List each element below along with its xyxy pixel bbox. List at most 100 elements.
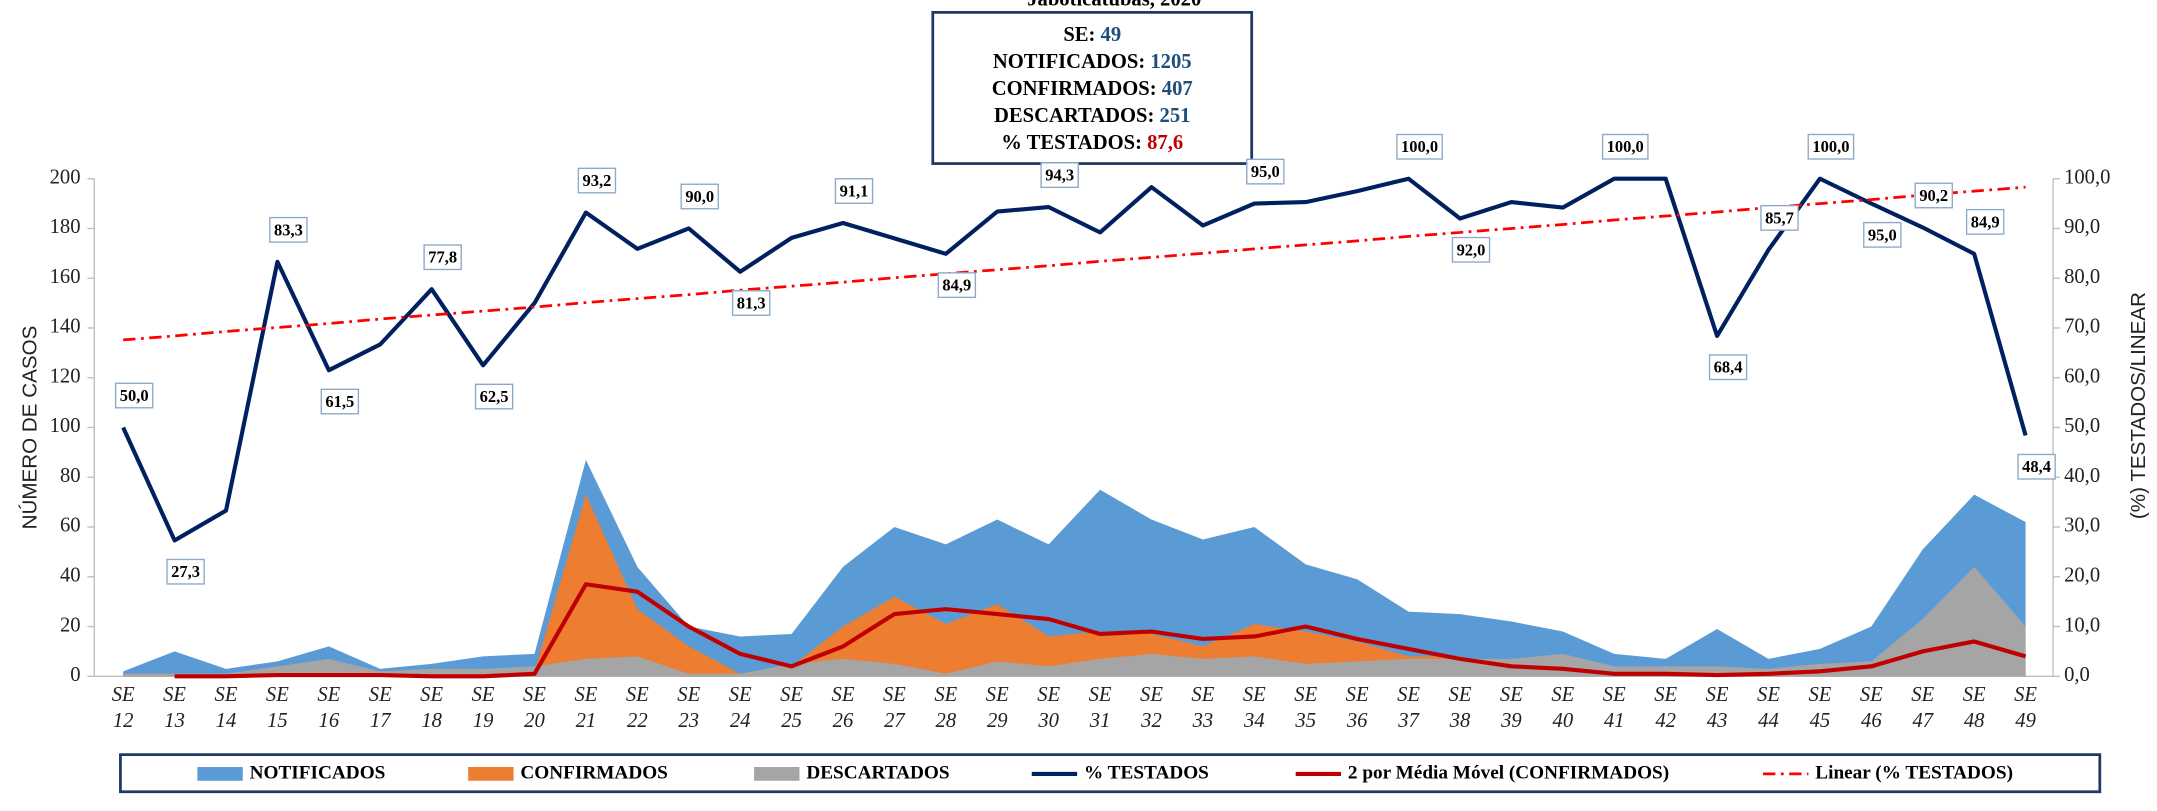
line (121, 176, 2028, 543)
data-label: 92,0 (1457, 240, 1486, 259)
data-label: 90,2 (1919, 186, 1948, 205)
x-tick-label-box: SE 26 (831, 684, 855, 733)
summary-value: 87,6 (1147, 132, 1183, 154)
x-tick-label-box: SE 38 (1448, 684, 1472, 733)
x-tick-label-box: SE 47 (1911, 684, 1935, 733)
data-label: 95,0 (1251, 162, 1280, 181)
x-tick-label-box: SE 19 (471, 684, 495, 733)
x-tick-label-box: SE 21 (574, 685, 597, 733)
data-label-box (166, 558, 205, 585)
data-label-box (1451, 236, 1491, 263)
x-tick-label: SE 34 (1242, 684, 1266, 733)
y-tick-label: 100 (50, 415, 81, 437)
x-tick-label: SE 40 (1551, 684, 1575, 733)
legend-swatch (197, 767, 243, 781)
data-label-box (1708, 354, 1748, 381)
x-tick-label: SE 12 (111, 684, 135, 733)
x-tick-label: SE 44 (1757, 684, 1780, 733)
x-tick-label: SE 48 (1962, 684, 1986, 733)
x-tick-label: SE 30 (1037, 684, 1061, 733)
x-tick-label-box: SE 13 (163, 684, 187, 733)
area (123, 494, 2026, 677)
y2-tick-label: 30,0 (2064, 515, 2100, 537)
x-tick-label-box: SE 12 (111, 684, 135, 733)
summary-line: % TESTADOS: 87,6 (1001, 132, 1183, 154)
data-label-box (474, 383, 514, 410)
x-tick-label: SE 49 (2014, 684, 2038, 733)
summary-line: DESCARTADOS: 251 (994, 105, 1190, 127)
data-label-box (731, 290, 771, 316)
x-tick-label: SE 32 (1140, 684, 1163, 733)
x-tick-label: SE 41 (1602, 684, 1626, 733)
summary-value: 49 (1101, 24, 1122, 46)
data-label: 81,3 (737, 294, 766, 313)
x-tick-label-box: SE 24 (729, 685, 752, 733)
y-axis-title: NÚMERO DE CASOS (19, 326, 42, 530)
x-tick-label-box: SE 20 (523, 684, 546, 733)
data-label: 84,9 (942, 276, 971, 295)
legend-label: 2 por Média Móvel (CONFIRMADOS) (1348, 762, 1669, 783)
x-tick-label: SE 20 (523, 684, 546, 733)
summary-value: 407 (1162, 78, 1193, 100)
y2-tick-label: 10,0 (2064, 614, 2100, 636)
summary-value: 1205 (1150, 51, 1191, 73)
data-label: 85,7 (1765, 208, 1794, 227)
y2-tick-label: 50,0 (2064, 415, 2100, 437)
y2-tick-label: 80,0 (2064, 266, 2100, 288)
x-tick-label-box: SE 29 (985, 684, 1009, 733)
summary-line: SE: 49 (1063, 24, 1121, 46)
x-tick-label: SE 19 (471, 684, 495, 733)
data-label-box (1965, 208, 2005, 235)
x-tick-label: SE 38 (1448, 684, 1472, 733)
data-label: 84,9 (1971, 212, 2000, 231)
data-label: 77,8 (428, 248, 457, 267)
data-label: 100,0 (1812, 137, 1849, 156)
x-tick-label: SE 47 (1911, 684, 1935, 733)
data-label: 90,0 (685, 187, 714, 206)
data-label-box (423, 244, 462, 271)
x-tick-label: SE 26 (831, 684, 855, 733)
data-label: 93,2 (582, 171, 611, 190)
x-tick-label-box: SE 18 (420, 685, 443, 733)
summary-label: % TESTADOS: (1001, 132, 1142, 154)
x-tick-label-box: SE 34 (1242, 684, 1266, 733)
x-tick-label-box: SE 31 (1089, 685, 1112, 733)
x-tick-label-box: SE 45 (1808, 685, 1831, 733)
x-tick-label-box: SE 37 (1397, 685, 1420, 733)
x-tick-label-box: SE 35 (1294, 684, 1318, 733)
data-label: 68,4 (1714, 358, 1743, 377)
summary: SE: 49 NOTIFICADOS: 1205 CONFIRMADOS: 407 D… (992, 24, 1193, 154)
x-tick-label-box: SE 30 (1037, 684, 1061, 733)
x-tick-label: SE 29 (985, 684, 1009, 733)
y-tick-label: 160 (50, 266, 81, 288)
x-tick-label-box: SE 41 (1602, 684, 1626, 733)
x-tick-label: SE 13 (163, 684, 187, 733)
x-tick-label-box: SE 40 (1551, 684, 1575, 733)
data-label: 100,0 (1401, 137, 1438, 156)
data-label-box (1246, 158, 1285, 185)
x-tick-label-box: SE 44 (1757, 684, 1780, 733)
data-label: 48,4 (2022, 457, 2051, 476)
trend-line (123, 185, 2026, 342)
chart-title: Jaboticatubas, 2020 (1027, 0, 1201, 10)
x-tick-label: SE 35 (1294, 684, 1318, 733)
data-label-box (320, 388, 360, 415)
summary-line: NOTIFICADOS: 1205 (993, 51, 1192, 73)
y-tick-label: 60 (60, 515, 81, 537)
x-tick-label-box: SE 49 (2014, 684, 2038, 733)
data-label: 100,0 (1607, 137, 1644, 156)
y2-tick-label: 60,0 (2064, 365, 2100, 387)
data-label-box (1914, 182, 1953, 209)
x-tick-label: SE 42 (1654, 684, 1678, 733)
y-tick-label: 40 (60, 565, 81, 587)
y2-tick-label: 70,0 (2064, 316, 2100, 338)
y-tick-label: 0 (70, 664, 80, 686)
data-label-box (269, 216, 308, 243)
data-label-box (680, 183, 719, 210)
x-tick-label: SE 27 (882, 684, 906, 733)
x-tick-label-box: SE 39 (1499, 684, 1523, 733)
x-tick-label: SE 39 (1499, 684, 1523, 733)
x-tick-label: SE 46 (1859, 684, 1883, 733)
